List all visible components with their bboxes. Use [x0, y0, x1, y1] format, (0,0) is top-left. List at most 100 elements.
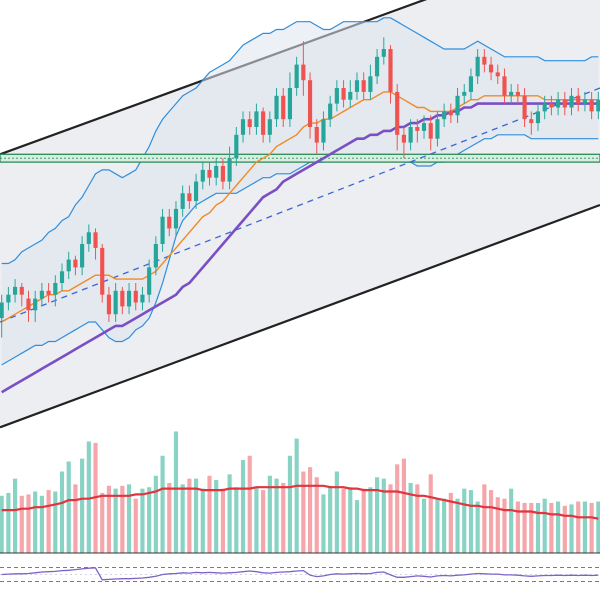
- candle: [488, 56, 494, 81]
- candle-body: [475, 56, 480, 77]
- candle-body: [502, 76, 507, 96]
- candle: [388, 45, 393, 104]
- volume-bar: [267, 475, 272, 553]
- candle-body: [100, 247, 105, 295]
- candle: [247, 111, 252, 135]
- candle-body: [556, 99, 561, 108]
- candle-body: [488, 64, 494, 73]
- candle: [120, 286, 125, 315]
- candle: [234, 127, 239, 166]
- candle-body: [562, 99, 567, 108]
- volume-bar: [100, 492, 105, 553]
- volume-bar: [462, 488, 467, 553]
- candle: [408, 119, 413, 151]
- candle-body: [529, 119, 534, 124]
- candle: [180, 185, 185, 217]
- candle: [227, 146, 232, 190]
- candle: [100, 244, 105, 303]
- candle-body: [160, 216, 165, 244]
- candle: [19, 283, 24, 307]
- candle-body: [468, 76, 474, 92]
- volume-bar: [86, 441, 91, 553]
- candle-body: [448, 111, 453, 116]
- volume-bar: [368, 487, 373, 553]
- volume-bar: [522, 502, 527, 553]
- candle: [140, 286, 145, 311]
- volume-bar: [348, 487, 353, 553]
- candle-body: [307, 80, 313, 127]
- candle-body: [301, 64, 306, 81]
- candle: [368, 64, 373, 100]
- volume-bar: [180, 484, 185, 553]
- candle-body: [354, 80, 360, 92]
- candle-body: [582, 99, 587, 104]
- candle: [522, 88, 527, 127]
- candle: [254, 103, 259, 135]
- candle-body: [314, 127, 319, 143]
- candle: [287, 72, 293, 127]
- volume-bar: [556, 501, 561, 553]
- volume-bar: [542, 498, 547, 553]
- volume-bar: [354, 500, 360, 553]
- volume-bar: [187, 478, 192, 553]
- candle: [462, 84, 467, 104]
- candle: [542, 95, 547, 120]
- candle-body: [200, 169, 205, 182]
- candle: [301, 41, 306, 96]
- candle-body: [180, 193, 185, 209]
- candle: [448, 103, 453, 124]
- candle-body: [401, 134, 406, 143]
- candle: [435, 111, 440, 147]
- candle: [509, 84, 514, 104]
- candle: [46, 283, 51, 303]
- volume-bar: [569, 504, 574, 553]
- candle-body: [549, 103, 554, 108]
- candle: [0, 294, 4, 338]
- volume-bar: [475, 501, 480, 553]
- candle: [93, 228, 98, 260]
- candle-body: [576, 95, 581, 104]
- volume-bar: [395, 464, 400, 553]
- candle: [375, 49, 380, 85]
- candle-body: [287, 88, 293, 120]
- candle: [442, 103, 447, 127]
- candle: [468, 68, 474, 100]
- candle-body: [93, 232, 98, 248]
- volume-bar: [401, 458, 406, 553]
- candle-body: [395, 91, 400, 135]
- candle-body: [435, 119, 440, 139]
- volume-bar: [106, 485, 112, 553]
- volume-bar: [207, 475, 212, 553]
- candle: [549, 95, 554, 116]
- candle: [415, 119, 420, 143]
- candle-body: [6, 294, 11, 303]
- volume-bar: [33, 491, 38, 553]
- candle-body: [120, 290, 125, 307]
- candle-body: [153, 244, 158, 268]
- candle-body: [421, 123, 427, 131]
- volume-bar: [294, 438, 299, 553]
- volume-bar: [388, 484, 393, 553]
- candle: [455, 88, 460, 124]
- candle-body: [254, 111, 259, 127]
- candle: [502, 68, 507, 104]
- candle-body: [408, 127, 413, 143]
- candle: [495, 64, 500, 85]
- volume-bar: [220, 488, 225, 553]
- candle-body: [328, 103, 333, 120]
- candle: [39, 283, 44, 307]
- candle: [167, 208, 172, 237]
- candle-body: [515, 91, 520, 96]
- candle-body: [274, 95, 279, 120]
- candle: [589, 91, 594, 120]
- candle: [86, 224, 91, 252]
- volume-bar: [435, 498, 440, 553]
- candle: [328, 95, 333, 127]
- volume-bar: [26, 494, 31, 553]
- candle: [348, 80, 353, 108]
- volume-bar: [381, 478, 386, 553]
- candle: [59, 263, 65, 291]
- candle-body: [267, 119, 272, 135]
- candle: [428, 115, 433, 151]
